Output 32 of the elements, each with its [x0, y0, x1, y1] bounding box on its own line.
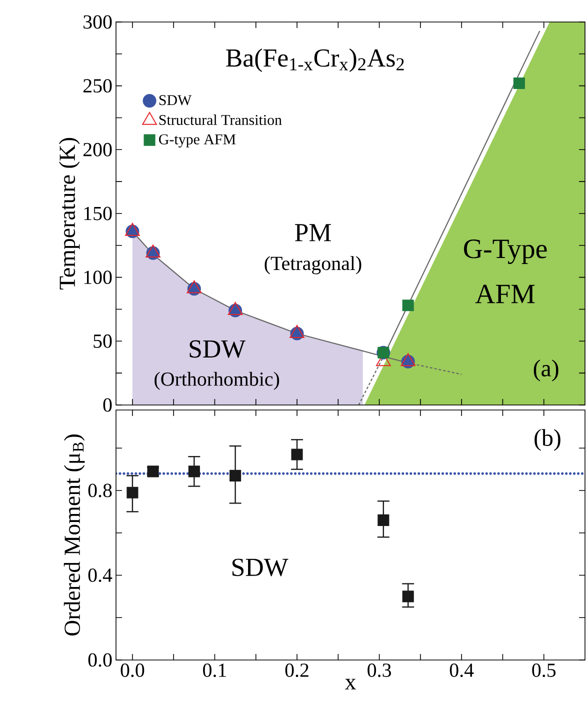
- legend-label: SDW: [159, 95, 192, 106]
- x-tick-label: 0.0: [120, 664, 144, 678]
- x-tick-label: 0.2: [285, 664, 308, 678]
- legend-label: G-type AFM: [159, 134, 236, 148]
- y-tick-label: 0.8: [88, 484, 112, 498]
- annotation: Ba(Fe$_{1-x}$Cr$_{x}$)$_{2}$As$_{2}$: [226, 48, 404, 72]
- annotation: (b): [534, 429, 560, 451]
- x-tick-label: 0.4: [450, 664, 474, 678]
- annotation: PM: [295, 224, 331, 242]
- y-tick-label: 50: [94, 334, 112, 348]
- x-tick-label: 0.5: [532, 664, 556, 678]
- x-tick-label: 0.3: [368, 664, 391, 678]
- y-tick-label: 0: [103, 398, 112, 412]
- y-tick-label: 250: [83, 79, 112, 93]
- legend-label: Structural Transition: [159, 114, 282, 126]
- annotation: AFM: [475, 284, 535, 304]
- annotation: (a): [534, 360, 558, 382]
- annotation: (Orthorhombic): [154, 372, 280, 390]
- y-axis-title: Temperature (K): [58, 138, 80, 290]
- annotation: (Tetragonal): [264, 256, 362, 274]
- annotation: SDW: [232, 558, 288, 576]
- y-tick-label: 150: [84, 206, 112, 220]
- x-axis-title: x: [344, 678, 356, 690]
- y-tick-label: 200: [83, 142, 112, 156]
- y-tick-label: 300: [84, 15, 112, 29]
- annotation: G-Type: [464, 240, 547, 264]
- y-tick-label: 0.4: [88, 568, 112, 582]
- annotation: SDW: [190, 340, 246, 358]
- y-tick-label: 100: [84, 270, 112, 284]
- y-axis-title: Ordered Moment (μ$_{B}$): [64, 434, 85, 636]
- y-tick-label: 0.0: [88, 653, 112, 667]
- x-tick-label: 0.1: [203, 664, 226, 678]
